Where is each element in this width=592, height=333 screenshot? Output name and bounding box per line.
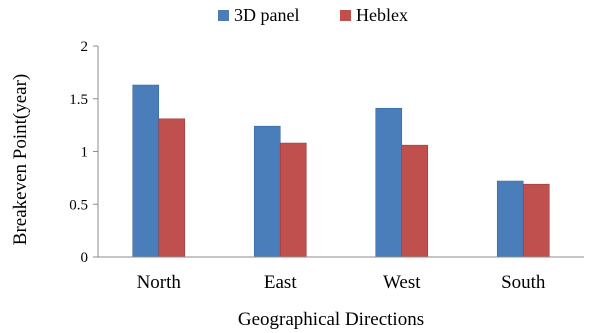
y-tick-label: 0.5 bbox=[69, 197, 88, 213]
bar-3d-panel-north bbox=[132, 84, 160, 258]
x-category-label: West bbox=[383, 272, 421, 293]
legend-swatch-heblex bbox=[340, 10, 351, 21]
x-axis-categories: North East West South bbox=[137, 272, 546, 293]
bar-3d-panel-east bbox=[253, 125, 281, 258]
y-tick-label: 1 bbox=[81, 145, 89, 161]
bar-heblex-west bbox=[401, 144, 429, 258]
bars bbox=[132, 84, 550, 258]
x-category-label: North bbox=[137, 272, 182, 293]
legend-swatch-3d-panel bbox=[218, 10, 229, 21]
y-axis-ticks: 0 0.5 1 1.5 2 bbox=[69, 39, 98, 266]
x-category-label: South bbox=[501, 272, 546, 293]
x-axis-title: Geographical Directions bbox=[238, 309, 424, 330]
y-axis-title: Breakeven Point(year) bbox=[10, 74, 31, 245]
legend-label: 3D panel bbox=[234, 5, 299, 25]
y-tick-label: 1.5 bbox=[69, 92, 88, 108]
y-tick-label: 0 bbox=[81, 250, 89, 266]
bar-heblex-north bbox=[158, 118, 186, 258]
legend: 3D panel Heblex bbox=[218, 5, 408, 25]
legend-label: Heblex bbox=[356, 5, 408, 25]
bar-heblex-south bbox=[522, 183, 550, 258]
bar-heblex-east bbox=[279, 142, 307, 258]
x-category-label: East bbox=[264, 272, 297, 293]
bar-3d-panel-west bbox=[375, 107, 403, 258]
y-tick-label: 2 bbox=[81, 39, 89, 55]
bar-3d-panel-south bbox=[496, 180, 524, 258]
